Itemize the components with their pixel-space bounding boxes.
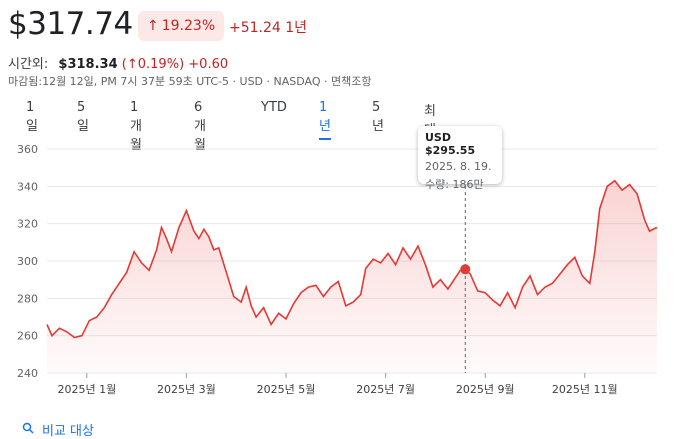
tab-5y[interactable]: 5년 xyxy=(372,100,384,134)
change-percent-badge: ↑ 19.23% xyxy=(138,11,225,41)
tooltip-volume: 수량: 186만 xyxy=(425,178,484,191)
price-chart[interactable]: 360 340 320 300 280 260 240 2025년 1월 2025년 3월 20… xyxy=(0,0,689,400)
tab-1m[interactable]: 1개월 xyxy=(130,100,142,153)
price-line xyxy=(46,179,658,339)
y-tick-label: 320 xyxy=(17,218,38,231)
x-tick-label: 2025년 1월 xyxy=(57,383,116,396)
y-tick-label: 360 xyxy=(17,143,38,156)
change-absolute: +51.24 1년 xyxy=(229,20,308,36)
arrow-up-icon: ↑ xyxy=(126,57,138,72)
x-tick-label: 2025년 7월 xyxy=(356,383,415,396)
after-hours-row: 시간외: $318.34 (↑0.19%) +0.60 xyxy=(8,53,228,72)
x-tick-label: 2025년 11월 xyxy=(552,383,618,396)
after-hours-change-abs: +0.60 xyxy=(188,57,229,72)
current-price: $317.74 xyxy=(8,6,133,42)
tab-6m[interactable]: 6개월 xyxy=(194,100,206,153)
after-hours-percent-wrap: (↑0.19%) xyxy=(121,57,185,72)
y-tick-label: 240 xyxy=(17,367,38,380)
hover-point xyxy=(460,264,471,275)
x-tick-label: 2025년 9월 xyxy=(456,383,515,396)
price-area xyxy=(47,180,657,373)
arrow-up-icon: ↑ xyxy=(147,18,159,34)
y-tick-label: 340 xyxy=(17,180,38,193)
hover-tooltip: USD $295.55 2025. 8. 19. 수량: 186만 xyxy=(418,126,502,191)
y-tick-label: 300 xyxy=(17,255,38,268)
after-hours-price: $318.34 xyxy=(58,57,118,72)
after-hours-change-pct: 0.19% xyxy=(137,57,180,72)
x-tick-label: 2025년 5월 xyxy=(257,383,316,396)
tooltip-date: 2025. 8. 19. xyxy=(425,160,492,173)
change-percent: 19.23% xyxy=(161,18,216,34)
tab-ytd[interactable]: YTD xyxy=(261,100,287,115)
after-hours-label: 시간외: xyxy=(8,57,49,72)
tooltip-price: USD $295.55 xyxy=(425,131,476,157)
tab-1d[interactable]: 1일 xyxy=(26,100,38,134)
tab-1y[interactable]: 1년 xyxy=(319,100,331,140)
y-tick-label: 260 xyxy=(17,330,38,343)
tab-5d[interactable]: 5일 xyxy=(77,100,89,134)
market-close-info: 마감됨:12월 12일, PM 7시 37분 59초 UTC-5 · USD ·… xyxy=(8,75,372,88)
x-tick-label: 2025년 3월 xyxy=(157,383,216,396)
y-tick-label: 280 xyxy=(17,292,38,305)
